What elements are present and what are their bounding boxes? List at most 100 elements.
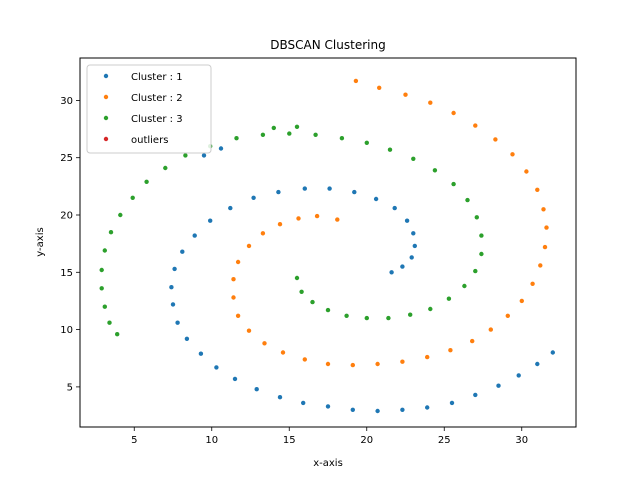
legend-box xyxy=(86,64,212,154)
data-point-series-2-21 xyxy=(470,338,475,344)
data-point-series-1-20 xyxy=(170,302,176,307)
data-point-series-1-11 xyxy=(302,186,307,191)
data-point-series-2-28 xyxy=(544,225,549,230)
data-point-series-3-6 xyxy=(364,315,369,321)
data-point-series-2-17 xyxy=(375,361,380,367)
data-point-series-3-9 xyxy=(428,306,433,312)
y-tick-label-1: 5 xyxy=(67,382,73,393)
data-point-series-1-39 xyxy=(550,350,555,355)
data-point-series-3-34 xyxy=(102,248,108,253)
legend-items: Cluster : 1 Cluster : 2 Cluster : 3 outlier… xyxy=(103,72,183,146)
data-point-series-2-39 xyxy=(353,78,359,84)
data-point-series-1-10 xyxy=(327,186,332,191)
data-point-series-3-28 xyxy=(183,153,188,158)
data-point-series-2-15 xyxy=(325,361,331,367)
data-point-series-3-12 xyxy=(473,268,478,274)
x-ticks: 5 10 15 20 25 30 xyxy=(131,427,528,446)
data-point-series-1-38 xyxy=(535,361,540,367)
data-point-series-3-1 xyxy=(294,275,300,281)
plot-frame xyxy=(79,57,577,428)
data-point-series-3-16 xyxy=(465,197,470,203)
data-point-series-3-15 xyxy=(474,215,479,220)
data-point-series-2-19 xyxy=(425,354,430,360)
data-point-series-2-36 xyxy=(428,100,433,105)
legend-label-2: Cluster : 2 xyxy=(131,93,183,104)
data-point-series-1-32 xyxy=(400,407,405,412)
y-tick-label-2: 10 xyxy=(60,325,73,336)
data-point-series-1-31 xyxy=(375,408,380,414)
data-point-series-1-24 xyxy=(214,365,219,370)
data-point-series-1-30 xyxy=(350,407,355,412)
data-point-series-3-2 xyxy=(299,289,304,294)
legend-label-3: Cluster : 3 xyxy=(131,114,183,125)
data-point-series-2-25 xyxy=(530,281,535,286)
data-point-series-2-4 xyxy=(277,222,283,227)
data-point-series-1-34 xyxy=(449,400,455,406)
data-point-series-3-3 xyxy=(310,299,315,305)
y-ticks: 5 10 15 20 25 30 xyxy=(60,96,80,393)
data-point-series-1-6 xyxy=(404,218,410,223)
x-tick-label-4: 20 xyxy=(360,435,373,446)
data-point-series-2-27 xyxy=(542,244,548,250)
data-point-series-2-8 xyxy=(231,277,236,282)
x-tick-label-5: 25 xyxy=(438,435,451,446)
data-point-series-1-19 xyxy=(169,285,174,290)
data-point-series-1-25 xyxy=(232,376,238,382)
data-point-series-3-37 xyxy=(102,304,108,309)
data-point-series-3-31 xyxy=(130,195,135,200)
data-point-series-3-10 xyxy=(446,296,452,301)
legend-label-4: outliers xyxy=(131,135,168,146)
data-point-series-3-11 xyxy=(462,283,467,289)
data-point-series-3-35 xyxy=(99,267,104,273)
data-point-series-3-39 xyxy=(115,332,120,337)
data-point-series-1-13 xyxy=(251,195,256,200)
data-point-series-3-17 xyxy=(451,181,456,187)
data-point-series-3-13 xyxy=(479,251,484,257)
legend-marker-3 xyxy=(103,115,109,121)
y-axis-label: y-axis xyxy=(35,227,46,256)
data-point-series-2-7 xyxy=(235,259,241,265)
data-point-series-2-26 xyxy=(538,263,543,268)
data-point-series-3-18 xyxy=(432,168,438,173)
data-point-series-2-10 xyxy=(235,313,241,318)
data-point-series-1-27 xyxy=(277,395,283,400)
data-point-series-3-26 xyxy=(234,136,239,141)
x-axis-label: x-axis xyxy=(313,458,343,469)
chart-title: DBSCAN Clustering xyxy=(270,38,385,52)
data-point-series-1-1 xyxy=(389,270,394,275)
data-point-series-3-40 xyxy=(271,125,276,131)
data-point-series-3-19 xyxy=(411,156,416,161)
data-point-series-3-38 xyxy=(107,320,112,325)
data-point-series-3-32 xyxy=(118,212,123,218)
data-point-series-2-5 xyxy=(260,231,266,236)
data-point-series-1-41 xyxy=(218,146,224,151)
data-point-series-1-17 xyxy=(180,249,185,254)
data-point-series-2-38 xyxy=(377,85,382,91)
data-point-series-3-41 xyxy=(294,124,300,129)
legend-marker-1 xyxy=(103,73,109,79)
y-tick-label-3: 15 xyxy=(60,268,73,279)
data-point-series-3-23 xyxy=(313,132,318,137)
data-point-series-3-22 xyxy=(339,136,345,141)
data-point-series-3-4 xyxy=(325,307,331,313)
data-point-series-2-6 xyxy=(246,243,252,249)
data-point-series-1-22 xyxy=(184,336,190,341)
data-point-series-2-13 xyxy=(280,350,286,355)
data-point-series-1-5 xyxy=(411,231,416,236)
y-tick-label-5: 25 xyxy=(60,153,73,164)
data-point-series-1-9 xyxy=(352,189,357,195)
data-point-series-1-16 xyxy=(192,233,197,238)
data-point-series-2-33 xyxy=(493,137,498,142)
data-point-series-2-9 xyxy=(231,295,236,300)
data-point-series-3-36 xyxy=(99,286,104,291)
data-point-series-2-29 xyxy=(541,207,546,212)
data-point-series-1-23 xyxy=(198,351,204,356)
data-point-series-1-8 xyxy=(373,196,379,202)
data-point-series-2-12 xyxy=(262,341,267,346)
data-point-series-3-5 xyxy=(344,313,349,318)
data-point-series-3-24 xyxy=(287,131,292,136)
data-point-series-2-14 xyxy=(302,357,307,362)
data-point-series-3-29 xyxy=(163,165,168,171)
data-point-series-3-8 xyxy=(408,312,413,317)
